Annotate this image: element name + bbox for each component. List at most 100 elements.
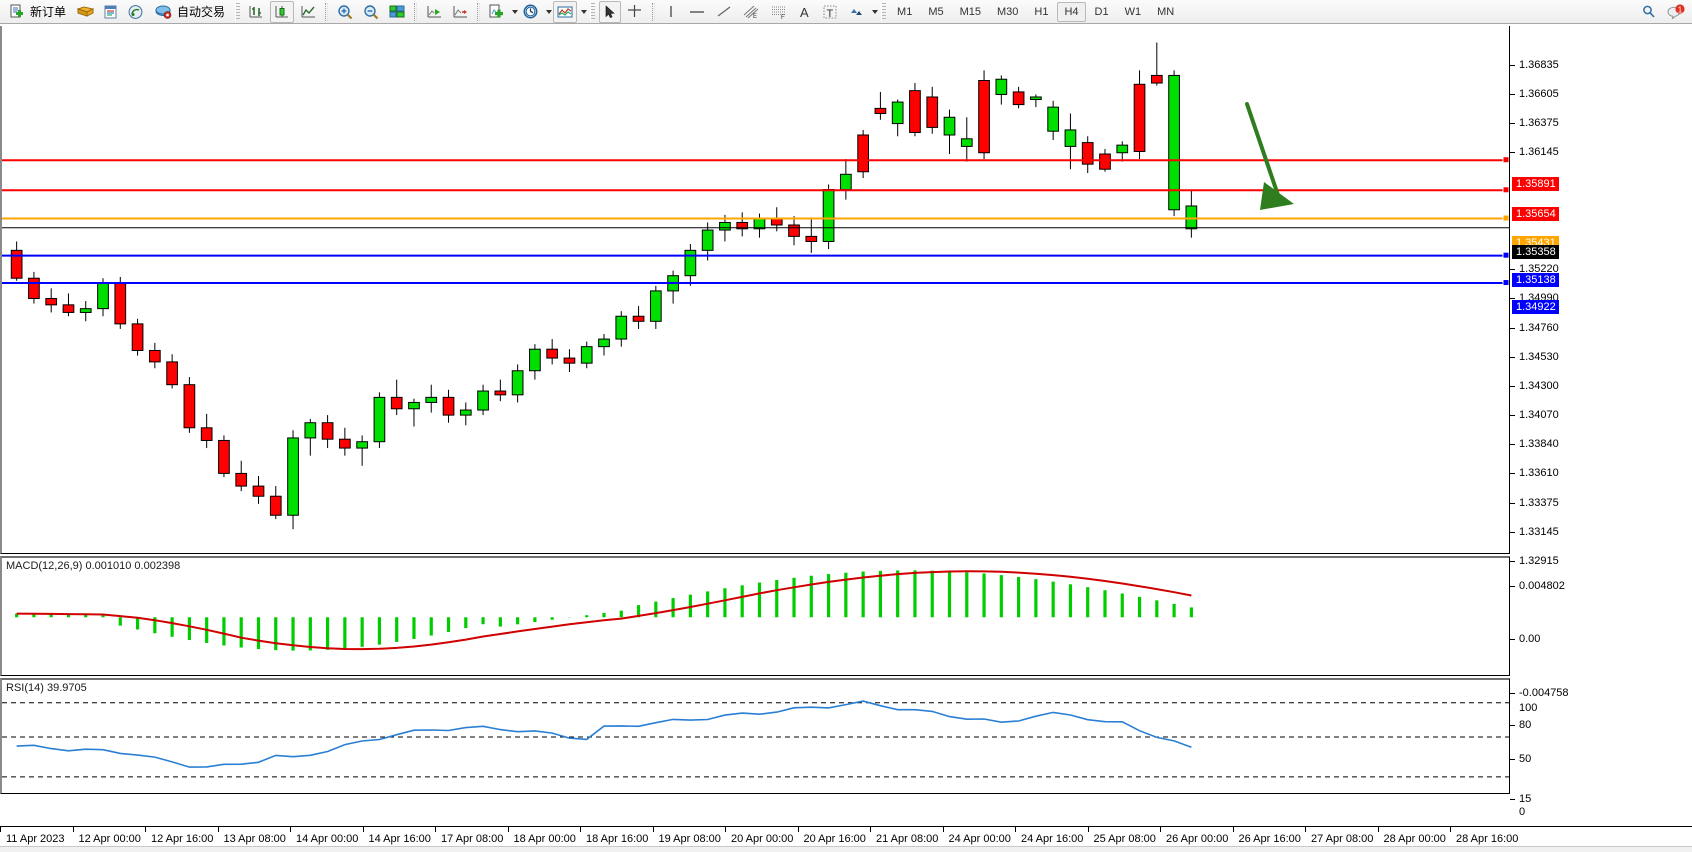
new-chart-icon <box>489 4 504 18</box>
equidistant-channel-button[interactable]: E <box>738 1 764 23</box>
text-button[interactable]: A <box>794 1 816 23</box>
timeframe-m30[interactable]: M30 <box>997 5 1019 18</box>
time-label: 25 Apr 08:00 <box>1093 833 1156 845</box>
time-separator <box>435 827 436 832</box>
timeframe-w1[interactable]: W1 <box>1124 5 1142 18</box>
crosshair-button[interactable] <box>623 1 647 23</box>
toolbar-grip-1[interactable] <box>235 2 241 21</box>
macd-axis[interactable]: 0.004802 0.00 -0.004758 <box>1510 580 1692 700</box>
svg-text:F: F <box>781 15 785 20</box>
price-tick: 1.34530 <box>1510 351 1559 363</box>
auto-trading-button[interactable]: 自动交易 <box>149 1 231 23</box>
timeframe-m1[interactable]: M1 <box>897 5 913 18</box>
support-line-2-badge[interactable]: 1.34922 <box>1512 300 1559 315</box>
time-separator <box>725 827 726 832</box>
time-label: 26 Apr 16:00 <box>1238 833 1301 845</box>
timeframe-m5[interactable]: M5 <box>928 5 944 18</box>
zoom-in-icon <box>338 4 353 19</box>
time-label: 26 Apr 00:00 <box>1166 833 1229 845</box>
data-window-button[interactable] <box>99 1 122 23</box>
line-chart-button[interactable] <box>296 1 320 23</box>
current-price-line-badge[interactable]: 1.35358 <box>1512 244 1559 259</box>
text-label-icon: T <box>823 5 837 20</box>
time-separator <box>0 827 1 832</box>
new-order-button[interactable]: 新订单 <box>3 1 72 23</box>
time-separator <box>217 827 219 832</box>
new-chart-button[interactable] <box>485 1 508 23</box>
time-label: 14 Apr 00:00 <box>296 833 359 845</box>
trendline-button[interactable] <box>712 1 736 23</box>
time-label: 14 Apr 16:00 <box>368 833 431 845</box>
rsi-plot <box>2 700 1509 778</box>
time-label: 28 Apr 16:00 <box>1456 833 1519 845</box>
indicators-button[interactable] <box>553 0 578 23</box>
alerts-button[interactable]: 1 <box>1663 1 1689 23</box>
period-button[interactable] <box>519 1 542 23</box>
time-label: 20 Apr 16:00 <box>803 833 866 845</box>
timeframe-h1[interactable]: H1 <box>1034 5 1049 18</box>
toolbar-separator-2 <box>414 2 418 21</box>
zoom-out-icon <box>364 4 379 19</box>
search-button[interactable] <box>1637 1 1661 23</box>
shapes-dropdown-caret[interactable] <box>872 9 879 14</box>
horizontal-line-button[interactable] <box>684 1 710 23</box>
time-separator <box>145 827 146 832</box>
auto-trading-icon <box>155 5 172 19</box>
resistance-line-1-badge[interactable]: 1.35891 <box>1512 177 1559 192</box>
zoom-in-button[interactable] <box>333 1 357 23</box>
equidistant-channel-icon: E <box>743 5 759 20</box>
price-chart-pane[interactable] <box>0 26 1510 554</box>
candlestick-chart-button[interactable] <box>270 0 295 23</box>
rsi-tick: 0 <box>1519 806 1526 818</box>
shapes-icon <box>851 8 863 15</box>
vertical-line-button[interactable] <box>660 1 682 23</box>
price-candles <box>2 42 1509 530</box>
period-dropdown-caret[interactable] <box>546 9 553 14</box>
time-separator <box>870 827 871 832</box>
timeframe-h4[interactable]: H4 <box>1057 1 1086 22</box>
support-line-1-badge[interactable]: 1.35138 <box>1512 272 1559 287</box>
chart-shift-button[interactable] <box>422 1 446 23</box>
rsi-axis[interactable]: 100 80 50 15 0 <box>1510 702 1692 818</box>
new-chart-dropdown-caret[interactable] <box>512 9 519 14</box>
bar-chart-button[interactable] <box>244 1 268 23</box>
time-separator <box>362 827 364 832</box>
price-tick: 1.36145 <box>1510 146 1559 158</box>
price-axis[interactable]: 1.35891 1.35654 1.35431 1.35358 1.35138 1.349… <box>1510 50 1692 578</box>
toolbar-grip-3[interactable] <box>881 2 887 21</box>
toolbar-separator-1 <box>325 2 329 21</box>
price-tick: 1.35220 <box>1510 263 1559 275</box>
price-tick: 1.34760 <box>1510 322 1559 334</box>
tile-windows-button[interactable] <box>385 1 409 23</box>
time-label: 21 Apr 08:00 <box>876 833 939 845</box>
timeframe-d1[interactable]: D1 <box>1094 5 1109 18</box>
zoom-out-button[interactable] <box>359 1 383 23</box>
cursor-button[interactable] <box>599 0 622 23</box>
resistance-line-2-badge[interactable]: 1.35654 <box>1512 207 1559 222</box>
toolbar-grip-2[interactable] <box>590 2 596 21</box>
rsi-pane[interactable]: RSI(14) 39.9705 <box>0 678 1510 794</box>
candlestick-chart-icon <box>275 5 289 17</box>
fibonacci-button[interactable]: F <box>766 1 792 23</box>
text-label-button[interactable]: T <box>818 1 842 23</box>
macd-pane[interactable]: MACD(12,26,9) 0.001010 0.002398 <box>0 556 1510 676</box>
timeframe-mn[interactable]: MN <box>1157 5 1175 18</box>
time-label: 11 Apr 2023 <box>6 833 65 845</box>
svg-text:T: T <box>827 8 834 20</box>
time-label: 19 Apr 08:00 <box>658 833 721 845</box>
auto-trading-label: 自动交易 <box>177 5 226 19</box>
indicators-icon <box>557 6 573 17</box>
folder-button[interactable] <box>74 1 97 23</box>
price-tick: 1.34070 <box>1510 409 1559 421</box>
indicators-dropdown-caret[interactable] <box>581 9 588 14</box>
price-tick: 1.33610 <box>1510 467 1559 479</box>
time-label: 24 Apr 16:00 <box>1021 833 1084 845</box>
signal-button[interactable] <box>124 1 147 23</box>
auto-scroll-button[interactable] <box>448 1 472 23</box>
status-bar <box>0 846 1692 852</box>
shapes-button[interactable] <box>844 1 868 23</box>
tile-windows-icon <box>389 5 405 17</box>
crosshair-icon <box>628 4 642 17</box>
period-icon <box>523 4 538 18</box>
timeframe-m15[interactable]: M15 <box>959 5 981 18</box>
